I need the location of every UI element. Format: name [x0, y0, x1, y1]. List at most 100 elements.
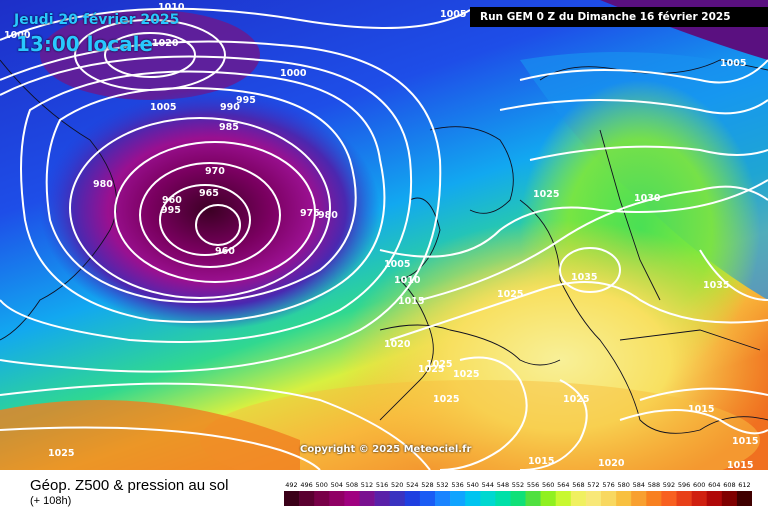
- legend-swatch: [344, 491, 360, 506]
- isobar-label: 1000: [280, 68, 307, 79]
- isobar-label: 960: [215, 246, 235, 257]
- legend-tick-label: 596: [678, 481, 690, 489]
- isobar-label: 1020: [598, 458, 625, 469]
- legend-tick-label: 492: [285, 481, 297, 489]
- legend-tick-label: 560: [542, 481, 554, 489]
- legend-tick-label: 548: [497, 481, 509, 489]
- isobar-label: 1020: [384, 339, 411, 350]
- legend-swatch: [404, 491, 421, 506]
- isobar-label: 1025: [497, 289, 523, 300]
- isobar-labels: 1010 1020 1000 1005 995 990 985 980 970 …: [4, 2, 758, 470]
- isobar-label: 1030: [634, 193, 661, 204]
- isobar-label: 980: [318, 210, 338, 221]
- isobar-label: 1025: [563, 394, 589, 405]
- legend-tick-label: 584: [633, 481, 645, 489]
- isobar-label: 1025: [48, 448, 74, 459]
- isobar-label: 985: [219, 122, 239, 133]
- isobar-label: 1015: [732, 436, 758, 447]
- legend-swatch: [585, 491, 602, 506]
- legend-tick-label: 504: [331, 481, 343, 489]
- legend-swatch: [570, 491, 587, 506]
- copyright-text: Copyright © 2025 Meteociel.fr: [300, 444, 472, 455]
- legend-tick-label: 612: [738, 481, 750, 489]
- isobar-label: 1020: [152, 38, 179, 49]
- legend-tick-label: 576: [602, 481, 614, 489]
- legend-swatch: [329, 491, 345, 506]
- legend-tick-label: 532: [436, 481, 448, 489]
- legend-swatch: [661, 491, 677, 506]
- legend-swatch: [676, 491, 692, 506]
- legend-tick-label: 496: [300, 481, 312, 489]
- isobar-label: 1015: [727, 460, 753, 470]
- isobar-label: 1015: [688, 404, 714, 415]
- isobar-label: 1010: [394, 275, 421, 286]
- legend-swatch: [736, 491, 752, 506]
- isobar-label: 995: [161, 205, 181, 216]
- legend-tick-label: 508: [346, 481, 358, 489]
- legend-swatch: [495, 491, 511, 506]
- legend-swatch: [646, 491, 662, 506]
- isobar-label: 1010: [158, 2, 185, 13]
- legend-tick-label: 552: [512, 481, 524, 489]
- legend-swatch: [525, 491, 541, 506]
- legend-tick-label: 544: [482, 481, 494, 489]
- forecast-hour: (+ 108h): [30, 495, 72, 507]
- isobar-label: 965: [199, 188, 219, 199]
- isobar-label: 1025: [433, 394, 459, 405]
- legend-tick-label: 588: [648, 481, 660, 489]
- legend-swatch: [706, 491, 723, 506]
- legend-swatch: [299, 491, 315, 506]
- isobar-label: 1025: [533, 189, 559, 200]
- legend-swatch: [450, 491, 466, 506]
- legend-tick-label: 536: [451, 481, 463, 489]
- legend-swatch: [419, 491, 436, 506]
- pressure-map: 1010 1020 1000 1005 995 990 985 980 970 …: [0, 0, 768, 470]
- legend-tick-label: 520: [391, 481, 403, 489]
- isobars: [0, 7, 768, 470]
- valid-date: Jeudi 20 février 2025: [14, 12, 180, 28]
- color-scale-legend: 492 496 500 504 508 512 516 520 524 528 532 536 540 5…: [284, 481, 752, 506]
- legend-swatch: [314, 491, 330, 506]
- legend-swatch: [435, 491, 451, 506]
- legend-swatch: [374, 491, 390, 506]
- legend-swatch: [359, 491, 375, 506]
- isobar-label: 1005: [384, 259, 410, 270]
- legend-tick-label: 604: [708, 481, 720, 489]
- legend-swatch: [465, 491, 481, 506]
- isobar-label: 1035: [703, 280, 729, 291]
- legend-tick-label: 608: [723, 481, 735, 489]
- isobar-label: 970: [205, 166, 225, 177]
- legend-tick-label: 528: [421, 481, 433, 489]
- legend-swatch: [721, 491, 738, 506]
- legend-swatch: [540, 491, 556, 506]
- legend-tick-label: 540: [466, 481, 478, 489]
- legend-tick-label: 564: [557, 481, 569, 489]
- legend-swatch: [480, 491, 496, 506]
- map-title: Géop. Z500 & pression au sol: [30, 477, 229, 494]
- legend-swatch: [284, 491, 300, 506]
- isobar-label: 975: [300, 208, 320, 219]
- legend-tick-label: 500: [315, 481, 327, 489]
- legend-tick-label: 556: [527, 481, 539, 489]
- legend-tick-label: 568: [572, 481, 584, 489]
- legend-tick-label: 516: [376, 481, 388, 489]
- coastlines: [0, 59, 768, 434]
- legend-swatch: [616, 491, 632, 506]
- isobar-label: 1015: [528, 456, 554, 467]
- isobar-label: 1005: [440, 9, 466, 20]
- legend-tick-label: 592: [663, 481, 675, 489]
- isobar-label: 1035: [571, 272, 597, 283]
- legend-swatch: [389, 491, 406, 506]
- run-info: Run GEM 0 Z du Dimanche 16 février 2025: [470, 7, 768, 27]
- isobar-label: 1005: [720, 58, 746, 69]
- isobar-label: 990: [220, 102, 240, 113]
- legend-tick-label: 572: [587, 481, 599, 489]
- legend-tick-label: 600: [693, 481, 705, 489]
- isobar-label: 960: [162, 195, 182, 206]
- legend-swatch: [555, 491, 572, 506]
- legend-swatch: [631, 491, 647, 506]
- valid-time: 13:00 locale: [16, 32, 153, 56]
- legend-tick-label: 512: [361, 481, 373, 489]
- isobar-label: 1025: [453, 369, 479, 380]
